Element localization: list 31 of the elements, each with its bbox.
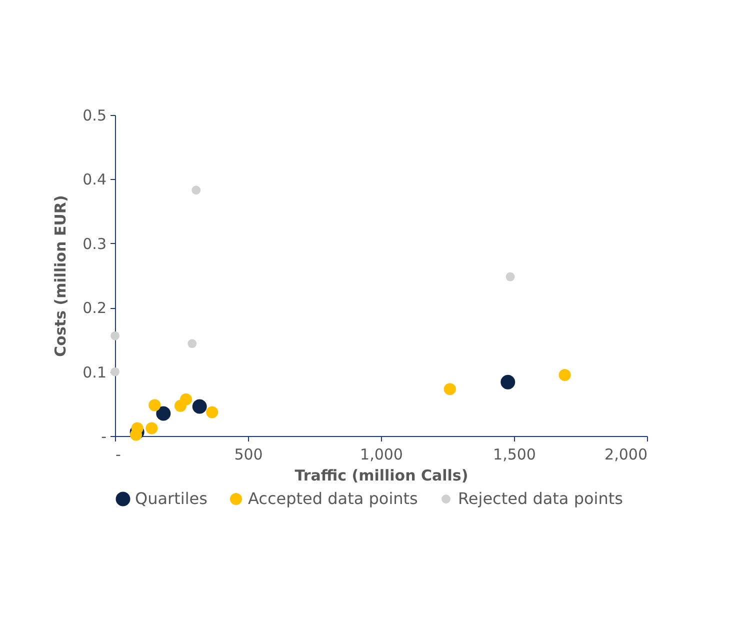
point [192, 399, 207, 414]
point [500, 374, 516, 390]
point [130, 428, 142, 441]
y-tick-label: 0.5 [82, 106, 106, 124]
y-tick-label: - [101, 428, 106, 446]
point [188, 339, 197, 348]
point [558, 369, 571, 382]
point [192, 186, 201, 195]
point [506, 272, 515, 282]
x-tick-label: - [116, 446, 121, 464]
point [156, 406, 171, 421]
point [206, 406, 218, 418]
point [444, 383, 456, 396]
legend-label: Accepted data points [248, 489, 418, 508]
legend-label: Rejected data points [458, 489, 623, 508]
y-tick-label: 0.1 [82, 363, 106, 382]
point [146, 422, 158, 434]
legend-label: Quartiles [135, 489, 208, 508]
point [110, 331, 120, 340]
point [180, 393, 192, 406]
x-tick-label: 1,500 [493, 446, 536, 464]
point [110, 367, 120, 376]
x-tick-label: 500 [234, 446, 263, 464]
y-tick-label: 0.2 [82, 299, 106, 318]
x-axis-title: Traffic (million Calls) [294, 466, 468, 484]
y-axis-title: Costs (million EUR) [52, 195, 70, 357]
x-tick-label: 1,000 [360, 446, 403, 464]
y-tick-label: 0.3 [82, 234, 106, 253]
x-tick-label: 2,000 [604, 446, 648, 464]
y-tick-label: 0.4 [82, 170, 106, 189]
point [148, 399, 161, 412]
